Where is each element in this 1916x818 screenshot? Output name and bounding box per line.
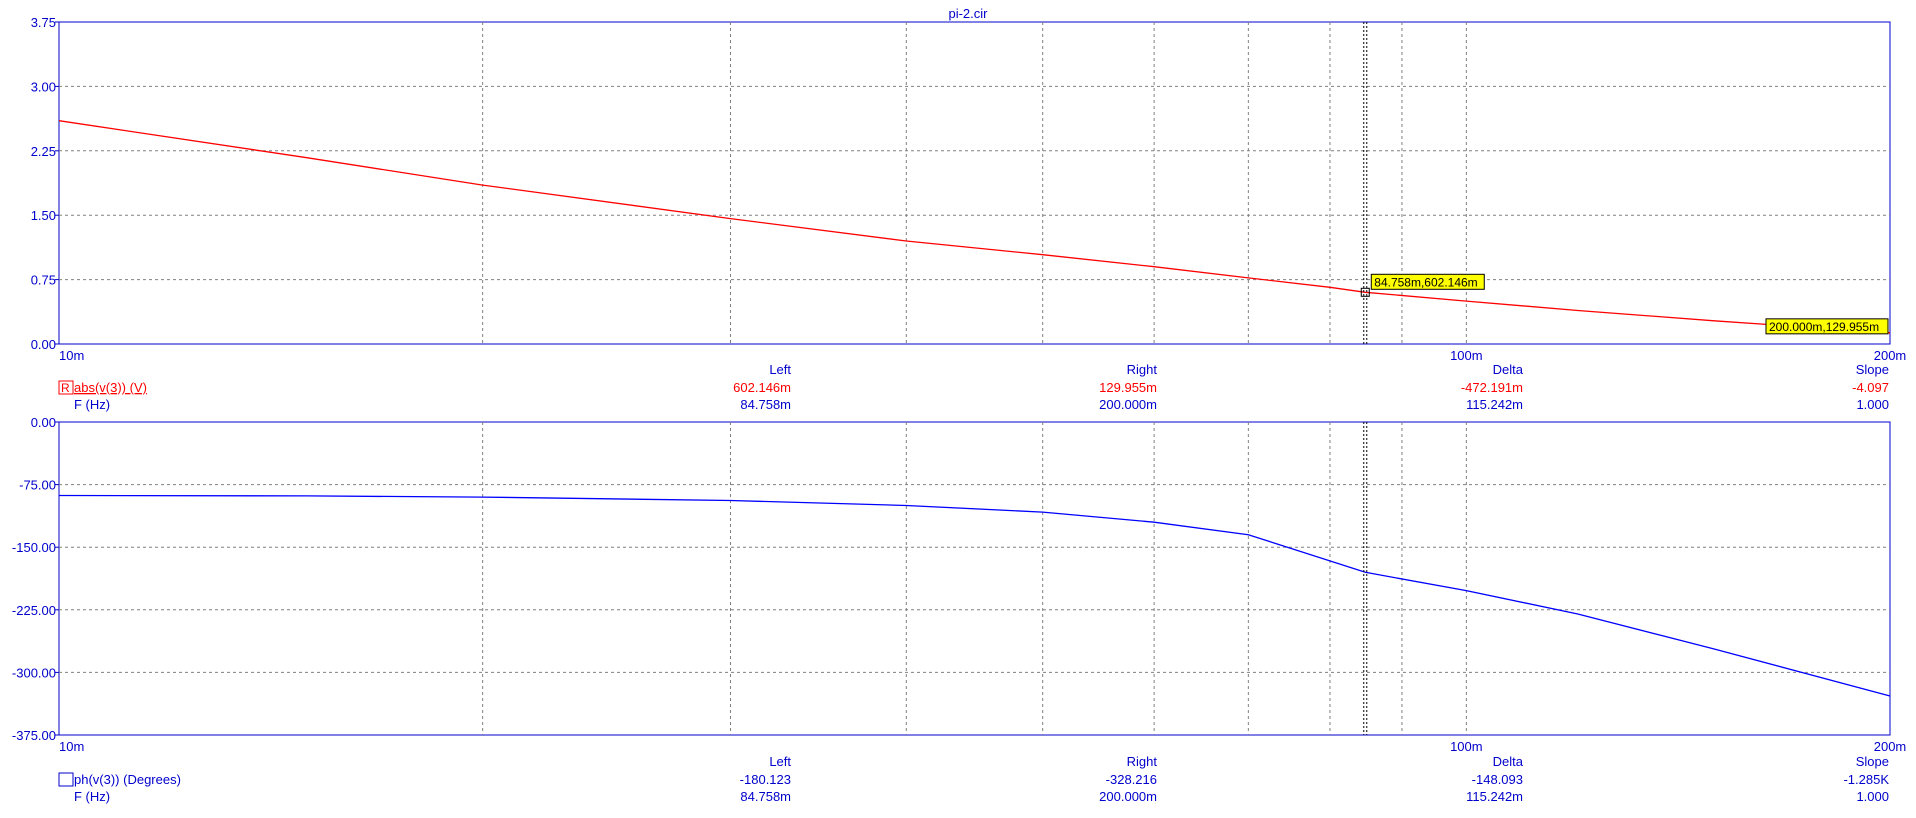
y-tick-label: -375.00 [12, 728, 56, 743]
x-tick-label: 200m [1874, 348, 1907, 363]
phase-grid [59, 422, 1890, 735]
phase-plot-frame [58, 421, 1891, 736]
phase-cursors[interactable] [1363, 422, 1368, 735]
series-line [58, 120, 1891, 334]
phase-series [58, 494, 1891, 697]
x-tick-label: 10m [59, 739, 84, 754]
phase-slope-value: -1.285K [1843, 772, 1889, 787]
frequency-right-value: 200.000m [1099, 397, 1157, 412]
cursor-tag-left [1370, 273, 1485, 290]
y-tick-label: 3.00 [31, 79, 56, 94]
magnitude-plot[interactable]: 3.75 3.00 2.25 1.50 0.75 0.00 10m 100m 200m 84.… [31, 15, 1907, 363]
phase-readout: Left Right Delta Slope ph(v(3)) (Degrees… [58, 754, 1889, 804]
x-variable-label: F (Hz) [74, 397, 110, 412]
magnitude-right-value: 129.955m [1099, 380, 1157, 395]
readout-header-right: Right [1127, 754, 1158, 769]
trace-marker-box[interactable] [58, 772, 74, 787]
phase-right-value: -328.216 [1106, 772, 1157, 787]
readout-header-slope: Slope [1856, 754, 1889, 769]
trace-label-phase[interactable]: ph(v(3)) (Degrees) [74, 772, 181, 787]
readout-header-delta: Delta [1493, 362, 1524, 377]
x-variable-label: F (Hz) [74, 789, 110, 804]
x-tick-label: 100m [1450, 739, 1483, 754]
y-tick-label: -75.00 [19, 478, 56, 493]
y-tick-label: -300.00 [12, 665, 56, 680]
y-tick-label: 1.50 [31, 208, 56, 223]
readout-header-right: Right [1127, 362, 1158, 377]
phase-plot[interactable]: 0.00 -75.00 -150.00 -225.00 -300.00 -375.00 1… [12, 415, 1906, 754]
magnitude-left-value: 602.146m [733, 380, 791, 395]
y-tick-label: -150.00 [12, 540, 56, 555]
frequency-delta-value: 115.242m [1466, 397, 1523, 412]
magnitude-series [58, 120, 1891, 334]
y-tick-label: -225.00 [12, 603, 56, 618]
y-tick-label: 0.00 [31, 337, 56, 352]
frequency-slope-value: 1.000 [1856, 789, 1889, 804]
magnitude-y-axis: 3.75 3.00 2.25 1.50 0.75 0.00 [31, 15, 59, 352]
frequency-delta-value: 115.242m [1466, 789, 1523, 804]
cursor-point-marker [1360, 287, 1370, 297]
trace-marker-box[interactable] [58, 380, 74, 395]
magnitude-grid [59, 22, 1890, 344]
frequency-right-value: 200.000m [1099, 789, 1157, 804]
cursor-tag-right [1765, 318, 1889, 335]
trace-label-magnitude[interactable]: abs(v(3)) (V) [74, 380, 147, 395]
frequency-left-value: 84.758m [740, 397, 791, 412]
phase-x-axis: 10m 100m 200m [59, 739, 1906, 754]
magnitude-plot-frame [58, 21, 1891, 345]
y-tick-label: 2.25 [31, 144, 56, 159]
readout-header-delta: Delta [1493, 754, 1524, 769]
readout-header-slope: Slope [1856, 362, 1889, 377]
frequency-left-value: 84.758m [740, 789, 791, 804]
cursor-tag-left-text: 84.758m,602.146m [1374, 275, 1477, 289]
magnitude-slope-value: -4.097 [1852, 380, 1889, 395]
trace-marker-letter: R [61, 381, 70, 395]
series-line [58, 494, 1891, 697]
magnitude-x-axis: 10m 100m 200m [59, 348, 1906, 363]
magnitude-readout: Left Right Delta Slope R abs(v(3)) (V) 6… [58, 362, 1889, 412]
plot-title: pi-2.cir [948, 6, 988, 21]
phase-delta-value: -148.093 [1472, 772, 1523, 787]
readout-header-left: Left [769, 362, 791, 377]
x-tick-label: 200m [1874, 739, 1907, 754]
y-tick-label: 0.00 [31, 415, 56, 430]
x-tick-label: 10m [59, 348, 84, 363]
readout-header-left: Left [769, 754, 791, 769]
x-tick-label: 100m [1450, 348, 1483, 363]
cursor-tag-right-text: 200.000m,129.955m [1769, 320, 1879, 334]
frequency-slope-value: 1.000 [1856, 397, 1889, 412]
magnitude-delta-value: -472.191m [1461, 380, 1523, 395]
y-tick-label: 0.75 [31, 273, 56, 288]
phase-y-axis: 0.00 -75.00 -150.00 -225.00 -300.00 -375.00 [12, 415, 59, 743]
magnitude-cursors[interactable] [1363, 22, 1368, 344]
y-tick-label: 3.75 [31, 15, 56, 30]
magnitude-cursor-tags: 84.758m,602.146m 200.000m,129.955m [1360, 273, 1889, 335]
phase-left-value: -180.123 [740, 772, 791, 787]
